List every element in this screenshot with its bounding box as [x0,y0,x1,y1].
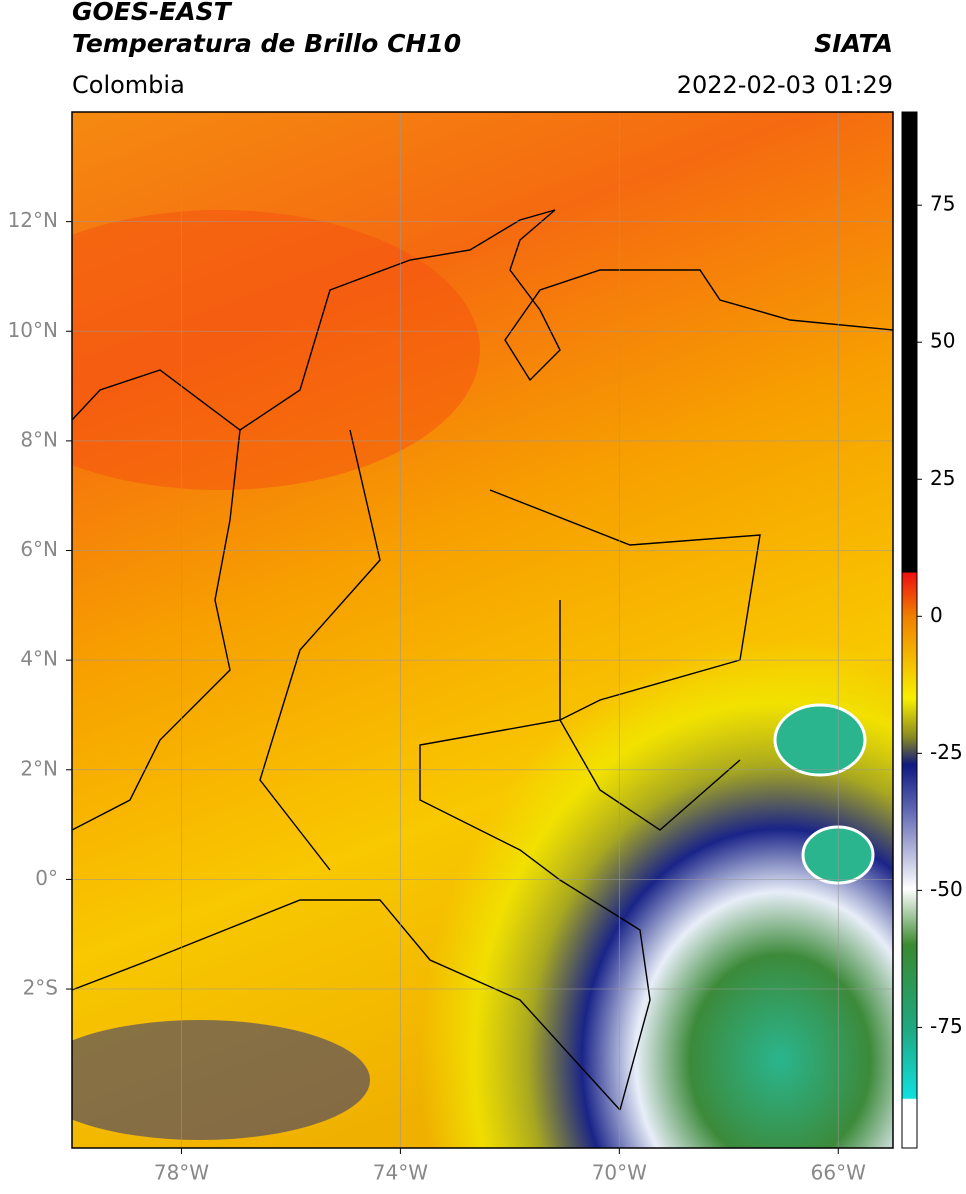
y-tick-label: 8°N [20,427,58,451]
datetime: 2022-02-03 01:29 [677,71,893,99]
colorbar-tick-label: -75 [930,1014,963,1038]
x-tick-label: 70°W [592,1161,647,1185]
colorbar-tick-label: -25 [930,740,963,764]
colorbar-tick-label: 50 [930,329,955,353]
colorbar-tick-label: 0 [930,603,943,627]
y-tick-label: 0° [35,866,58,890]
x-tick-label: 78°W [154,1161,209,1185]
map-frame [71,111,894,1149]
subtitle: Temperatura de Brillo CH10 [72,29,461,58]
y-tick-label: 2°N [20,756,58,780]
y-tick-label: 12°N [8,208,58,232]
map-image [72,112,893,1148]
y-tick-label: 4°N [20,647,58,671]
source: SIATA [814,29,893,58]
colorbar-tick-label: 25 [930,466,955,490]
region: Colombia [72,71,185,99]
y-tick-label: 10°N [8,318,58,342]
title: GOES-EAST [72,0,233,26]
x-tick-label: 66°W [811,1161,866,1185]
y-tick-label: 6°N [20,537,58,561]
x-tick-label: 74°W [373,1161,428,1185]
y-tick-label: 2°S [23,976,58,1000]
colorbar-tick-label: -50 [930,877,963,901]
colorbar [901,111,918,1149]
colorbar-tick-label: 75 [930,192,955,216]
